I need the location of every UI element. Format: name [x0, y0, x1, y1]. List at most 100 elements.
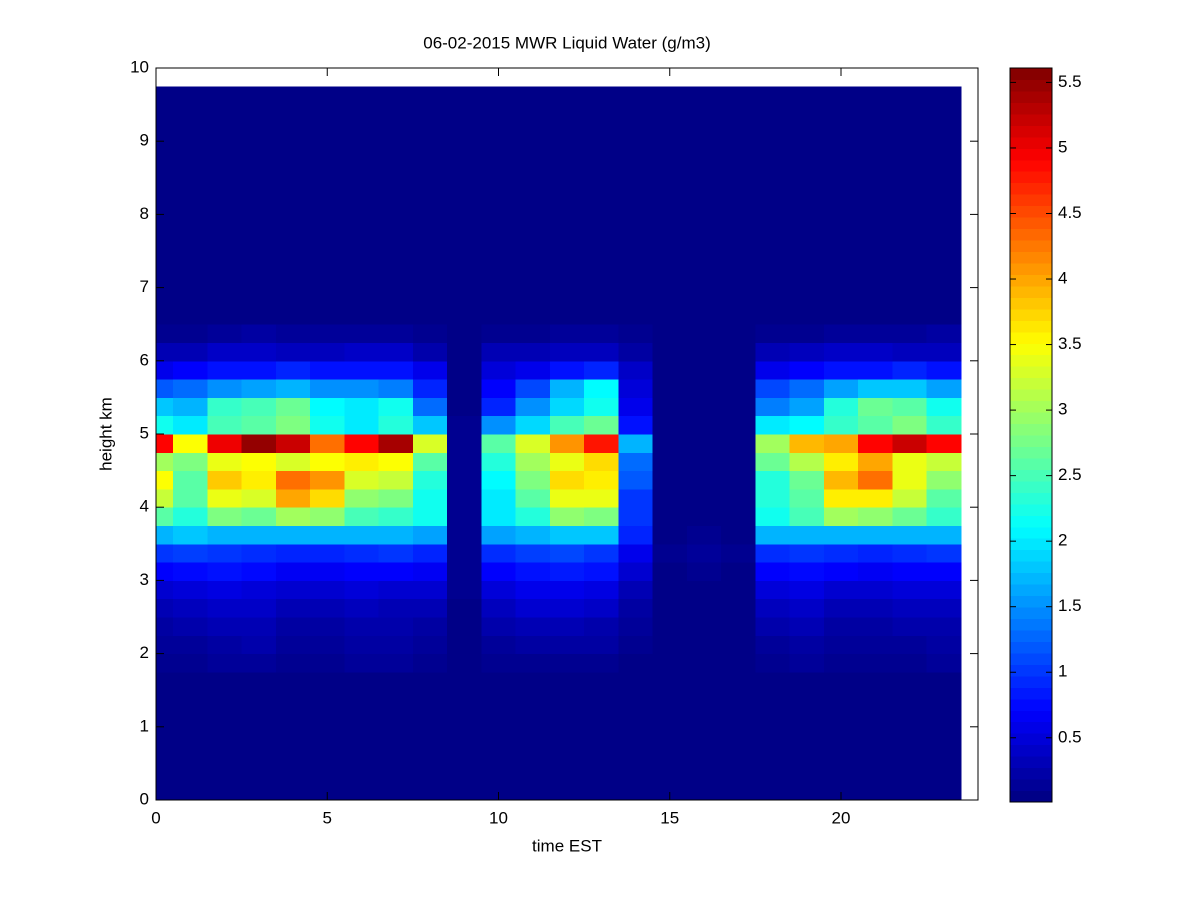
heatmap-cell — [584, 543, 619, 563]
colorbar-swatch — [1010, 480, 1052, 493]
heatmap-cell — [207, 452, 243, 472]
colorbar-swatch — [1010, 549, 1052, 562]
heatmap-cell — [275, 452, 311, 472]
heatmap-cell — [412, 598, 448, 618]
heatmap-cell — [207, 379, 243, 398]
heatmap-cell — [789, 470, 825, 490]
heatmap-cell — [858, 653, 893, 673]
heatmap-cell — [892, 415, 928, 435]
heatmap-cell — [447, 617, 482, 636]
heatmap-cell — [584, 507, 619, 526]
colorbar-swatch — [1010, 572, 1052, 585]
heatmap-cell — [310, 543, 345, 563]
heatmap-cell — [156, 379, 174, 398]
heatmap-cell — [618, 360, 654, 380]
heatmap-cell — [823, 617, 859, 636]
heatmap-cell — [207, 543, 243, 563]
heatmap-cell — [823, 598, 859, 618]
heatmap-cell — [823, 452, 859, 472]
heatmap-cell — [652, 488, 688, 508]
heatmap-cell — [378, 342, 414, 362]
heatmap-cell — [892, 452, 928, 472]
heatmap-cell — [926, 397, 962, 417]
heatmap-cell — [156, 598, 174, 618]
heatmap-cell — [156, 671, 174, 800]
heatmap-cell — [686, 671, 722, 800]
heatmap-cell — [310, 653, 345, 673]
heatmap-cell — [721, 617, 756, 636]
heatmap-cell — [515, 342, 551, 362]
heatmap-cell — [618, 470, 654, 490]
colorbar-swatch — [1010, 148, 1052, 161]
heatmap-cell — [721, 525, 756, 545]
heatmap-cell — [549, 324, 585, 343]
heatmap-cell — [823, 434, 859, 453]
heatmap-cell — [823, 507, 859, 526]
heatmap-cell — [447, 653, 482, 673]
heatmap-cell — [584, 360, 619, 380]
heatmap-cell — [549, 488, 585, 508]
heatmap-cell — [241, 397, 277, 417]
heatmap-cell — [207, 397, 243, 417]
heatmap-cell — [412, 342, 448, 362]
heatmap-cell — [344, 525, 380, 545]
heatmap-cell — [515, 507, 551, 526]
y-axis-label: height km — [96, 397, 115, 471]
heatmap-cell — [378, 653, 414, 673]
heatmap-cell — [926, 488, 962, 508]
heatmap-cell — [858, 452, 893, 472]
heatmap-cell — [156, 617, 174, 636]
colorbar-tick-label: 5 — [1058, 137, 1067, 156]
heatmap-cell — [686, 324, 722, 343]
heatmap-cell — [686, 379, 722, 398]
heatmap-cell — [156, 452, 174, 472]
heatmap-cell — [481, 434, 517, 453]
heatmap-cell — [344, 635, 380, 655]
y-tick-label: 7 — [140, 277, 149, 296]
heatmap-cell — [858, 324, 893, 343]
heatmap-cell — [926, 379, 962, 398]
heatmap-cell — [173, 470, 208, 490]
heatmap-cell — [618, 488, 654, 508]
heatmap-cell — [686, 452, 722, 472]
heatmap-cell — [755, 488, 791, 508]
heatmap-cell — [926, 360, 962, 380]
heatmap-cell — [686, 580, 722, 600]
heatmap-cell — [378, 617, 414, 636]
heatmap-cell — [721, 379, 756, 398]
heatmap-cell — [549, 543, 585, 563]
colorbar-swatch — [1010, 538, 1052, 551]
heatmap-cell — [344, 342, 380, 362]
heatmap-cell — [584, 525, 619, 545]
heatmap-cell — [156, 470, 174, 490]
x-axis-label: time EST — [532, 836, 602, 855]
heatmap-cell — [789, 635, 825, 655]
heatmap-cell — [618, 86, 654, 325]
heatmap-cell — [755, 86, 791, 325]
heatmap-cell — [378, 488, 414, 508]
heatmap-cell — [481, 653, 517, 673]
heatmap-cell — [481, 360, 517, 380]
heatmap-cell — [515, 525, 551, 545]
heatmap-cell — [412, 86, 448, 325]
heatmap-cell — [156, 507, 174, 526]
heatmap-cell — [412, 415, 448, 435]
heatmap-cell — [823, 525, 859, 545]
heatmap-cell — [481, 543, 517, 563]
heatmap-cell — [310, 379, 345, 398]
colorbar-swatch — [1010, 102, 1052, 115]
heatmap-cell — [207, 86, 243, 325]
heatmap-cell — [618, 653, 654, 673]
heatmap-cell — [686, 360, 722, 380]
heatmap-cell — [173, 86, 208, 325]
heatmap-cell — [447, 525, 482, 545]
heatmap-cell — [156, 525, 174, 545]
heatmap-cell — [926, 635, 962, 655]
heatmap-cell — [173, 525, 208, 545]
heatmap-cell — [652, 470, 688, 490]
heatmap-cell — [378, 543, 414, 563]
colorbar-tick-label: 2 — [1058, 531, 1067, 550]
heatmap-cell — [275, 671, 311, 800]
heatmap-cell — [584, 580, 619, 600]
heatmap-cell — [173, 562, 208, 581]
